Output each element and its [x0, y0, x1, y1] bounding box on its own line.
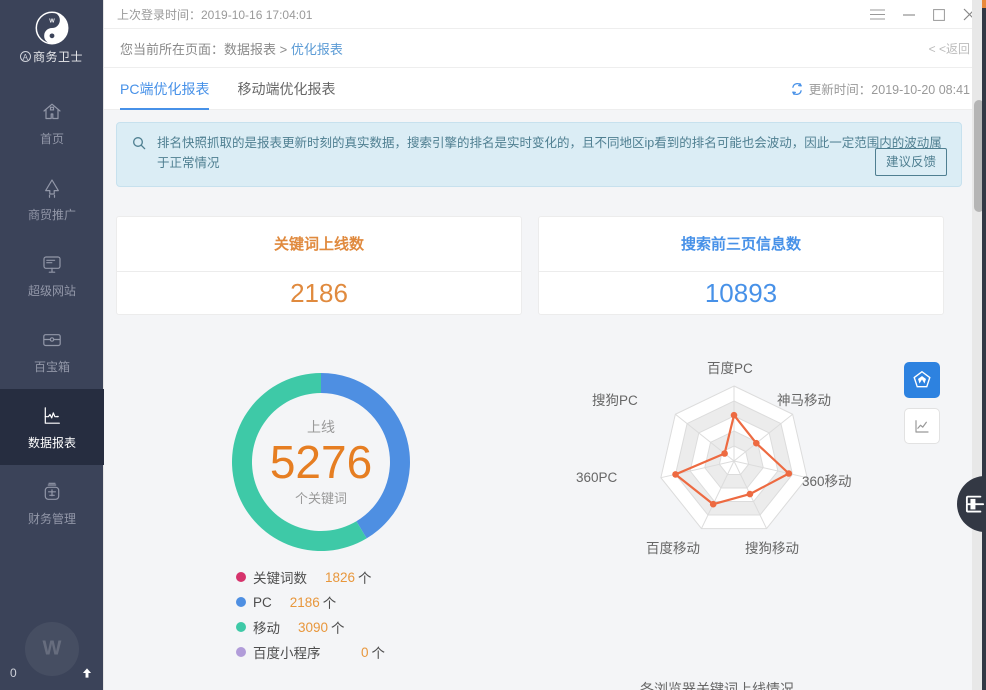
svg-text:W: W — [49, 18, 55, 24]
